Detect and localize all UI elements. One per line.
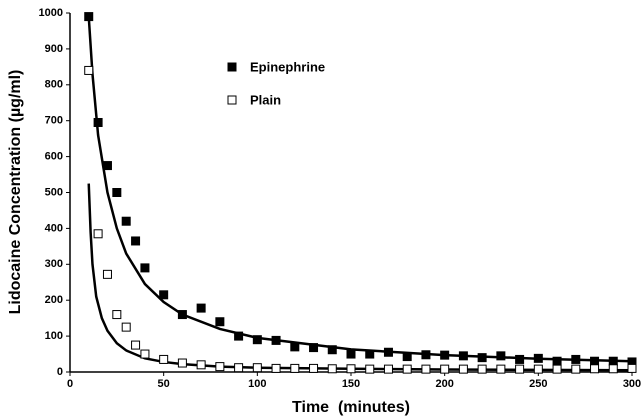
data-point — [365, 364, 375, 374]
y-tick-label: 600 — [45, 151, 63, 163]
data-point — [196, 303, 206, 313]
data-point — [533, 364, 543, 374]
data-point — [327, 345, 337, 355]
legend-marker — [227, 62, 237, 72]
y-tick-label: 300 — [45, 258, 63, 270]
data-point — [102, 161, 112, 171]
data-point — [271, 335, 281, 345]
y-tick-label: 200 — [45, 294, 63, 306]
data-point — [383, 364, 393, 374]
data-point — [477, 364, 487, 374]
data-point — [552, 356, 562, 366]
data-point — [84, 65, 94, 75]
fit-line — [87, 16, 633, 363]
data-point — [402, 352, 412, 362]
data-point — [177, 310, 187, 320]
legend-marker — [227, 95, 237, 105]
data-point — [177, 358, 187, 368]
data-point — [290, 342, 300, 352]
data-point — [533, 353, 543, 363]
x-tick-label: 50 — [158, 378, 170, 390]
fit-line — [87, 183, 633, 372]
data-point — [496, 364, 506, 374]
data-point — [131, 236, 141, 246]
data-point — [440, 350, 450, 360]
y-tick-label: 100 — [45, 330, 63, 342]
y-tick-label: 900 — [45, 43, 63, 55]
data-point — [608, 356, 618, 366]
y-tick-label: 1000 — [39, 7, 63, 19]
data-point — [346, 349, 356, 359]
data-point — [552, 364, 562, 374]
y-tick-label: 400 — [45, 222, 63, 234]
data-point — [159, 354, 169, 364]
x-tick-label: 0 — [67, 378, 73, 390]
data-point — [590, 356, 600, 366]
x-tick-label: 250 — [529, 378, 547, 390]
data-point — [121, 216, 131, 226]
x-tick-label: 300 — [623, 378, 641, 390]
y-tick-label: 0 — [57, 366, 63, 378]
data-point — [346, 364, 356, 374]
y-tick-label: 500 — [45, 186, 63, 198]
data-point — [252, 335, 262, 345]
data-point — [402, 364, 412, 374]
data-point — [102, 269, 112, 279]
data-point — [327, 364, 337, 374]
y-tick-label: 800 — [45, 79, 63, 91]
data-point — [309, 363, 319, 373]
data-point — [215, 362, 225, 372]
data-point — [159, 290, 169, 300]
data-point — [93, 117, 103, 127]
data-point — [290, 363, 300, 373]
legend-label: Plain — [250, 92, 281, 107]
data-point — [477, 353, 487, 363]
data-point — [458, 364, 468, 374]
data-point — [234, 331, 244, 341]
data-point — [440, 364, 450, 374]
data-point — [112, 310, 122, 320]
data-point — [627, 363, 637, 373]
data-point — [458, 351, 468, 361]
data-point — [196, 360, 206, 370]
data-point — [140, 349, 150, 359]
data-point — [515, 364, 525, 374]
data-point — [496, 351, 506, 361]
data-point — [84, 12, 94, 22]
data-point — [112, 188, 122, 197]
data-point — [571, 354, 581, 364]
data-point — [421, 350, 431, 360]
data-point — [608, 364, 618, 374]
data-point — [309, 343, 319, 353]
x-tick-label: 150 — [342, 378, 360, 390]
y-tick-label: 700 — [45, 115, 63, 127]
data-point — [215, 317, 225, 327]
data-point — [121, 322, 131, 332]
data-point — [234, 363, 244, 373]
data-point — [271, 363, 281, 373]
legend-label: Epinephrine — [250, 59, 325, 74]
data-point — [140, 263, 150, 273]
x-tick-label: 200 — [435, 378, 453, 390]
data-point — [93, 229, 103, 239]
data-point — [365, 349, 375, 359]
data-point — [571, 364, 581, 374]
data-point — [252, 363, 262, 373]
data-point — [515, 354, 525, 364]
data-point — [131, 340, 141, 350]
data-point — [590, 364, 600, 374]
data-point — [421, 364, 431, 374]
data-point — [383, 347, 393, 357]
x-tick-label: 100 — [248, 378, 266, 390]
x-axis-label: Time (minutes) — [292, 399, 410, 416]
y-axis-label: Lidocaine Concentration (µg/ml) — [7, 70, 24, 315]
